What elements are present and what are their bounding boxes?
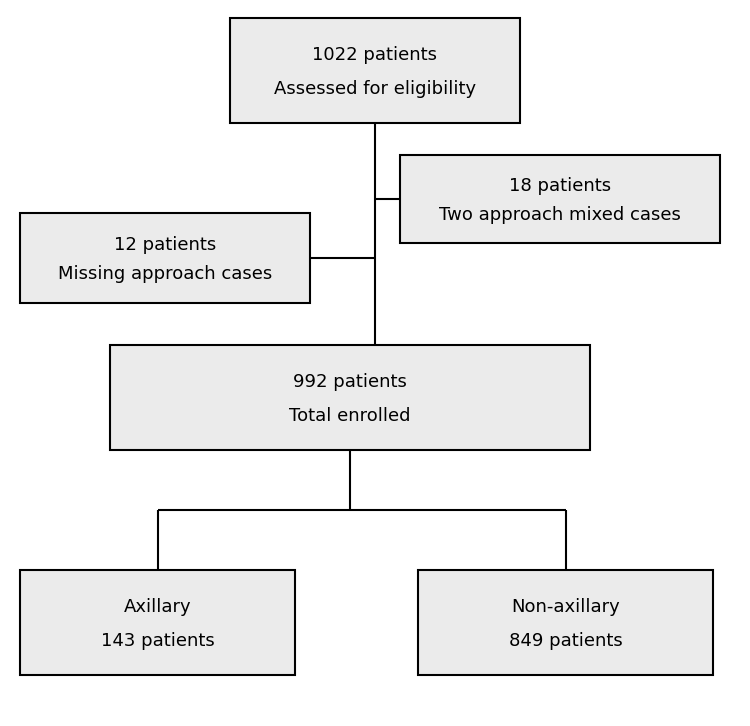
Text: Total enrolled: Total enrolled <box>290 407 411 425</box>
Text: 18 patients: 18 patients <box>509 177 611 195</box>
Text: 12 patients: 12 patients <box>114 235 216 253</box>
Text: Missing approach cases: Missing approach cases <box>58 265 272 283</box>
FancyBboxPatch shape <box>230 18 520 123</box>
Text: 849 patients: 849 patients <box>509 632 622 650</box>
Text: Two approach mixed cases: Two approach mixed cases <box>439 206 681 224</box>
FancyBboxPatch shape <box>20 213 310 303</box>
FancyBboxPatch shape <box>400 155 720 243</box>
Text: 992 patients: 992 patients <box>293 372 407 391</box>
Text: 1022 patients: 1022 patients <box>313 46 437 64</box>
Text: Axillary: Axillary <box>124 597 191 616</box>
FancyBboxPatch shape <box>418 570 713 675</box>
FancyBboxPatch shape <box>20 570 295 675</box>
Text: Non-axillary: Non-axillary <box>512 597 620 616</box>
FancyBboxPatch shape <box>110 345 590 450</box>
Text: 143 patients: 143 patients <box>100 632 214 650</box>
Text: Assessed for eligibility: Assessed for eligibility <box>274 81 476 99</box>
